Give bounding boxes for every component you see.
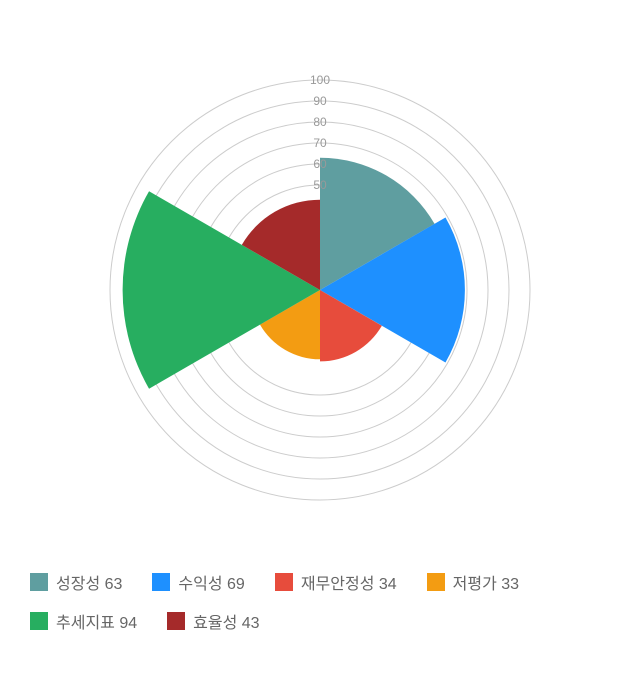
axis-tick: 80 — [313, 115, 327, 129]
legend-item: 저평가 33 — [427, 570, 519, 594]
axis-tick: 100 — [310, 73, 330, 87]
legend-marker-icon — [30, 573, 48, 591]
legend-marker-icon — [427, 573, 445, 591]
legend-marker-icon — [275, 573, 293, 591]
polar-chart: 50 60 70 80 90 100 — [0, 0, 640, 560]
legend-label: 추세지표 94 — [56, 609, 137, 633]
legend-item: 성장성 63 — [30, 570, 122, 594]
axis-tick: 90 — [313, 94, 327, 108]
legend-marker-icon — [167, 612, 185, 630]
legend-item: 추세지표 94 — [30, 609, 137, 633]
legend-label: 재무안정성 34 — [301, 570, 397, 594]
legend-item: 재무안정성 34 — [275, 570, 397, 594]
legend: 성장성 63 수익성 69 재무안정성 34 저평가 33 추세지표 94 효율… — [0, 560, 640, 643]
chart-svg: 50 60 70 80 90 100 — [0, 0, 640, 560]
legend-label: 저평가 33 — [453, 570, 519, 594]
axis-tick: 50 — [313, 178, 327, 192]
legend-item: 효율성 43 — [167, 609, 259, 633]
legend-label: 효율성 43 — [193, 609, 259, 633]
legend-item: 수익성 69 — [152, 570, 244, 594]
legend-marker-icon — [152, 573, 170, 591]
axis-tick: 70 — [313, 136, 327, 150]
legend-marker-icon — [30, 612, 48, 630]
legend-label: 수익성 69 — [178, 570, 244, 594]
legend-label: 성장성 63 — [56, 570, 122, 594]
axis-tick: 60 — [313, 157, 327, 171]
